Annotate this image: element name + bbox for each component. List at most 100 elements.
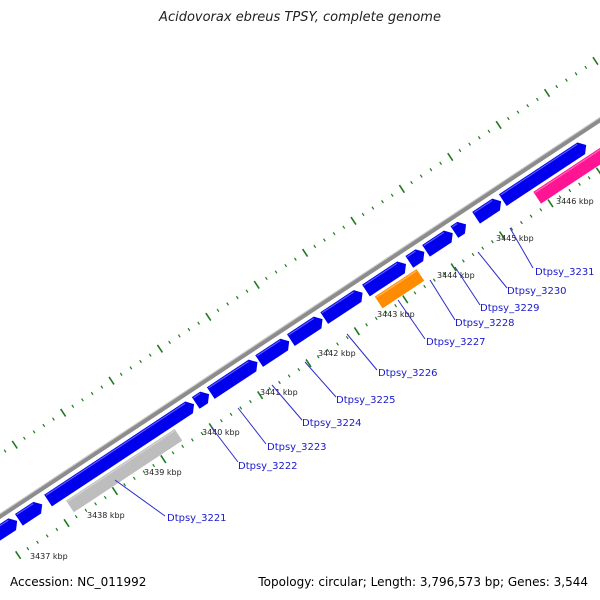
outer-tick — [119, 372, 123, 376]
gene-label-dtpsy-3227[interactable]: Dtpsy_3227 — [426, 337, 486, 348]
inner-tick — [413, 291, 417, 295]
feature-cds — [498, 142, 587, 206]
feature-track — [0, 142, 600, 541]
outer-tick — [342, 225, 346, 229]
inner-tick — [345, 335, 349, 340]
accession-text: Accession: NC_011992 — [10, 575, 147, 589]
feature-sheen — [256, 339, 281, 357]
feature-cds — [472, 198, 502, 224]
feature-cds — [450, 221, 467, 238]
inner-tick — [547, 199, 554, 208]
inner-tick — [45, 534, 49, 538]
inner-tick — [578, 182, 581, 186]
gene-label-dtpsy-3221[interactable]: Dtpsy_3221 — [167, 513, 227, 524]
outer-tick — [90, 391, 94, 396]
outer-tick — [447, 152, 454, 162]
inner-tick — [220, 419, 223, 423]
feature-sheen — [193, 392, 201, 399]
feature-cds — [422, 230, 453, 257]
outer-tick — [294, 257, 297, 261]
inner-tick — [520, 220, 523, 225]
feature-cds — [255, 338, 290, 367]
inner-tick — [268, 387, 272, 391]
inner-tick — [326, 348, 330, 353]
inner-tick — [152, 463, 156, 468]
outer-tick — [11, 440, 18, 449]
outer-tick — [148, 353, 152, 357]
outer-tick — [495, 120, 502, 130]
inner-tick — [103, 495, 107, 500]
feature-sheen — [0, 519, 9, 527]
gene-label-dtpsy-3229[interactable]: Dtpsy_3229 — [480, 303, 540, 314]
gene-label-dtpsy-3224[interactable]: Dtpsy_3224 — [302, 418, 362, 429]
feature-sheen — [321, 291, 355, 314]
outer-tick — [506, 116, 510, 121]
inner-tick — [15, 550, 22, 560]
inner-tick — [74, 515, 78, 519]
gene-label-dtpsy-3231[interactable]: Dtpsy_3231 — [535, 267, 595, 278]
genome-backbone-highlight — [0, 116, 600, 515]
outer-tick — [59, 408, 67, 417]
inner-tick — [442, 272, 446, 276]
kbp-label: 3444 kbp — [437, 271, 475, 280]
inner-tick — [353, 327, 361, 336]
outer-tick — [458, 148, 462, 153]
feature-highlight-orange — [374, 269, 425, 309]
outer-tick — [129, 366, 133, 370]
outer-tick — [313, 244, 317, 249]
gene-label-dtpsy-3223[interactable]: Dtpsy_3223 — [267, 442, 327, 453]
inner-tick — [498, 231, 506, 240]
genome-summary-text: Topology: circular; Length: 3,796,573 bp… — [258, 575, 588, 589]
feature-cds — [405, 249, 425, 268]
feature-highlight-pink — [533, 147, 600, 204]
outer-tick — [235, 295, 239, 300]
outer-tick — [100, 385, 104, 389]
inner-tick — [55, 527, 59, 532]
outer-tick — [555, 84, 559, 89]
feature-cds — [286, 316, 323, 346]
inner-tick — [132, 476, 136, 480]
inner-tick — [336, 342, 339, 346]
inner-tick — [491, 240, 494, 244]
inner-tick — [278, 380, 281, 385]
outer-tick — [350, 216, 357, 226]
outer-tick — [526, 104, 530, 108]
leader-line — [454, 266, 481, 306]
inner-tick — [181, 444, 185, 449]
outer-tick — [52, 417, 55, 421]
outer-tick — [361, 212, 365, 217]
kbp-label: 3445 kbp — [496, 234, 534, 243]
gene-label-dtpsy-3225[interactable]: Dtpsy_3225 — [336, 395, 396, 406]
kbp-label: 3446 kbp — [556, 197, 594, 206]
gene-label-dtpsy-3226[interactable]: Dtpsy_3226 — [378, 368, 438, 379]
feature-sheen — [534, 148, 600, 194]
outer-tick — [108, 376, 115, 385]
leader-line — [114, 479, 166, 517]
outer-tick — [205, 312, 212, 321]
inner-tick — [249, 399, 252, 404]
inner-tick — [374, 316, 378, 321]
leader-line — [477, 251, 508, 289]
outer-tick — [197, 321, 201, 325]
feature-sheen — [16, 503, 34, 516]
gene-label-dtpsy-3228[interactable]: Dtpsy_3228 — [455, 318, 515, 329]
inner-tick — [558, 195, 562, 199]
gene-label-dtpsy-3222[interactable]: Dtpsy_3222 — [238, 461, 298, 472]
feature-cds — [44, 401, 195, 507]
feature-sheen — [67, 430, 175, 502]
inner-tick — [568, 188, 572, 193]
outer-tick — [535, 97, 539, 102]
kbp-label: 3438 kbp — [87, 511, 125, 520]
label-leaders — [114, 227, 534, 517]
outer-tick — [301, 248, 309, 258]
outer-tick — [264, 276, 268, 281]
feature-cds — [191, 391, 210, 409]
outer-tick — [32, 430, 36, 434]
outer-tick — [177, 334, 181, 338]
outer-tick — [42, 423, 46, 428]
map-title: Acidovorax ebreus TPSY, complete genome — [159, 10, 441, 25]
feature-sheen — [363, 262, 398, 286]
feature-sheen — [288, 317, 315, 336]
gene-label-dtpsy-3230[interactable]: Dtpsy_3230 — [507, 286, 567, 297]
